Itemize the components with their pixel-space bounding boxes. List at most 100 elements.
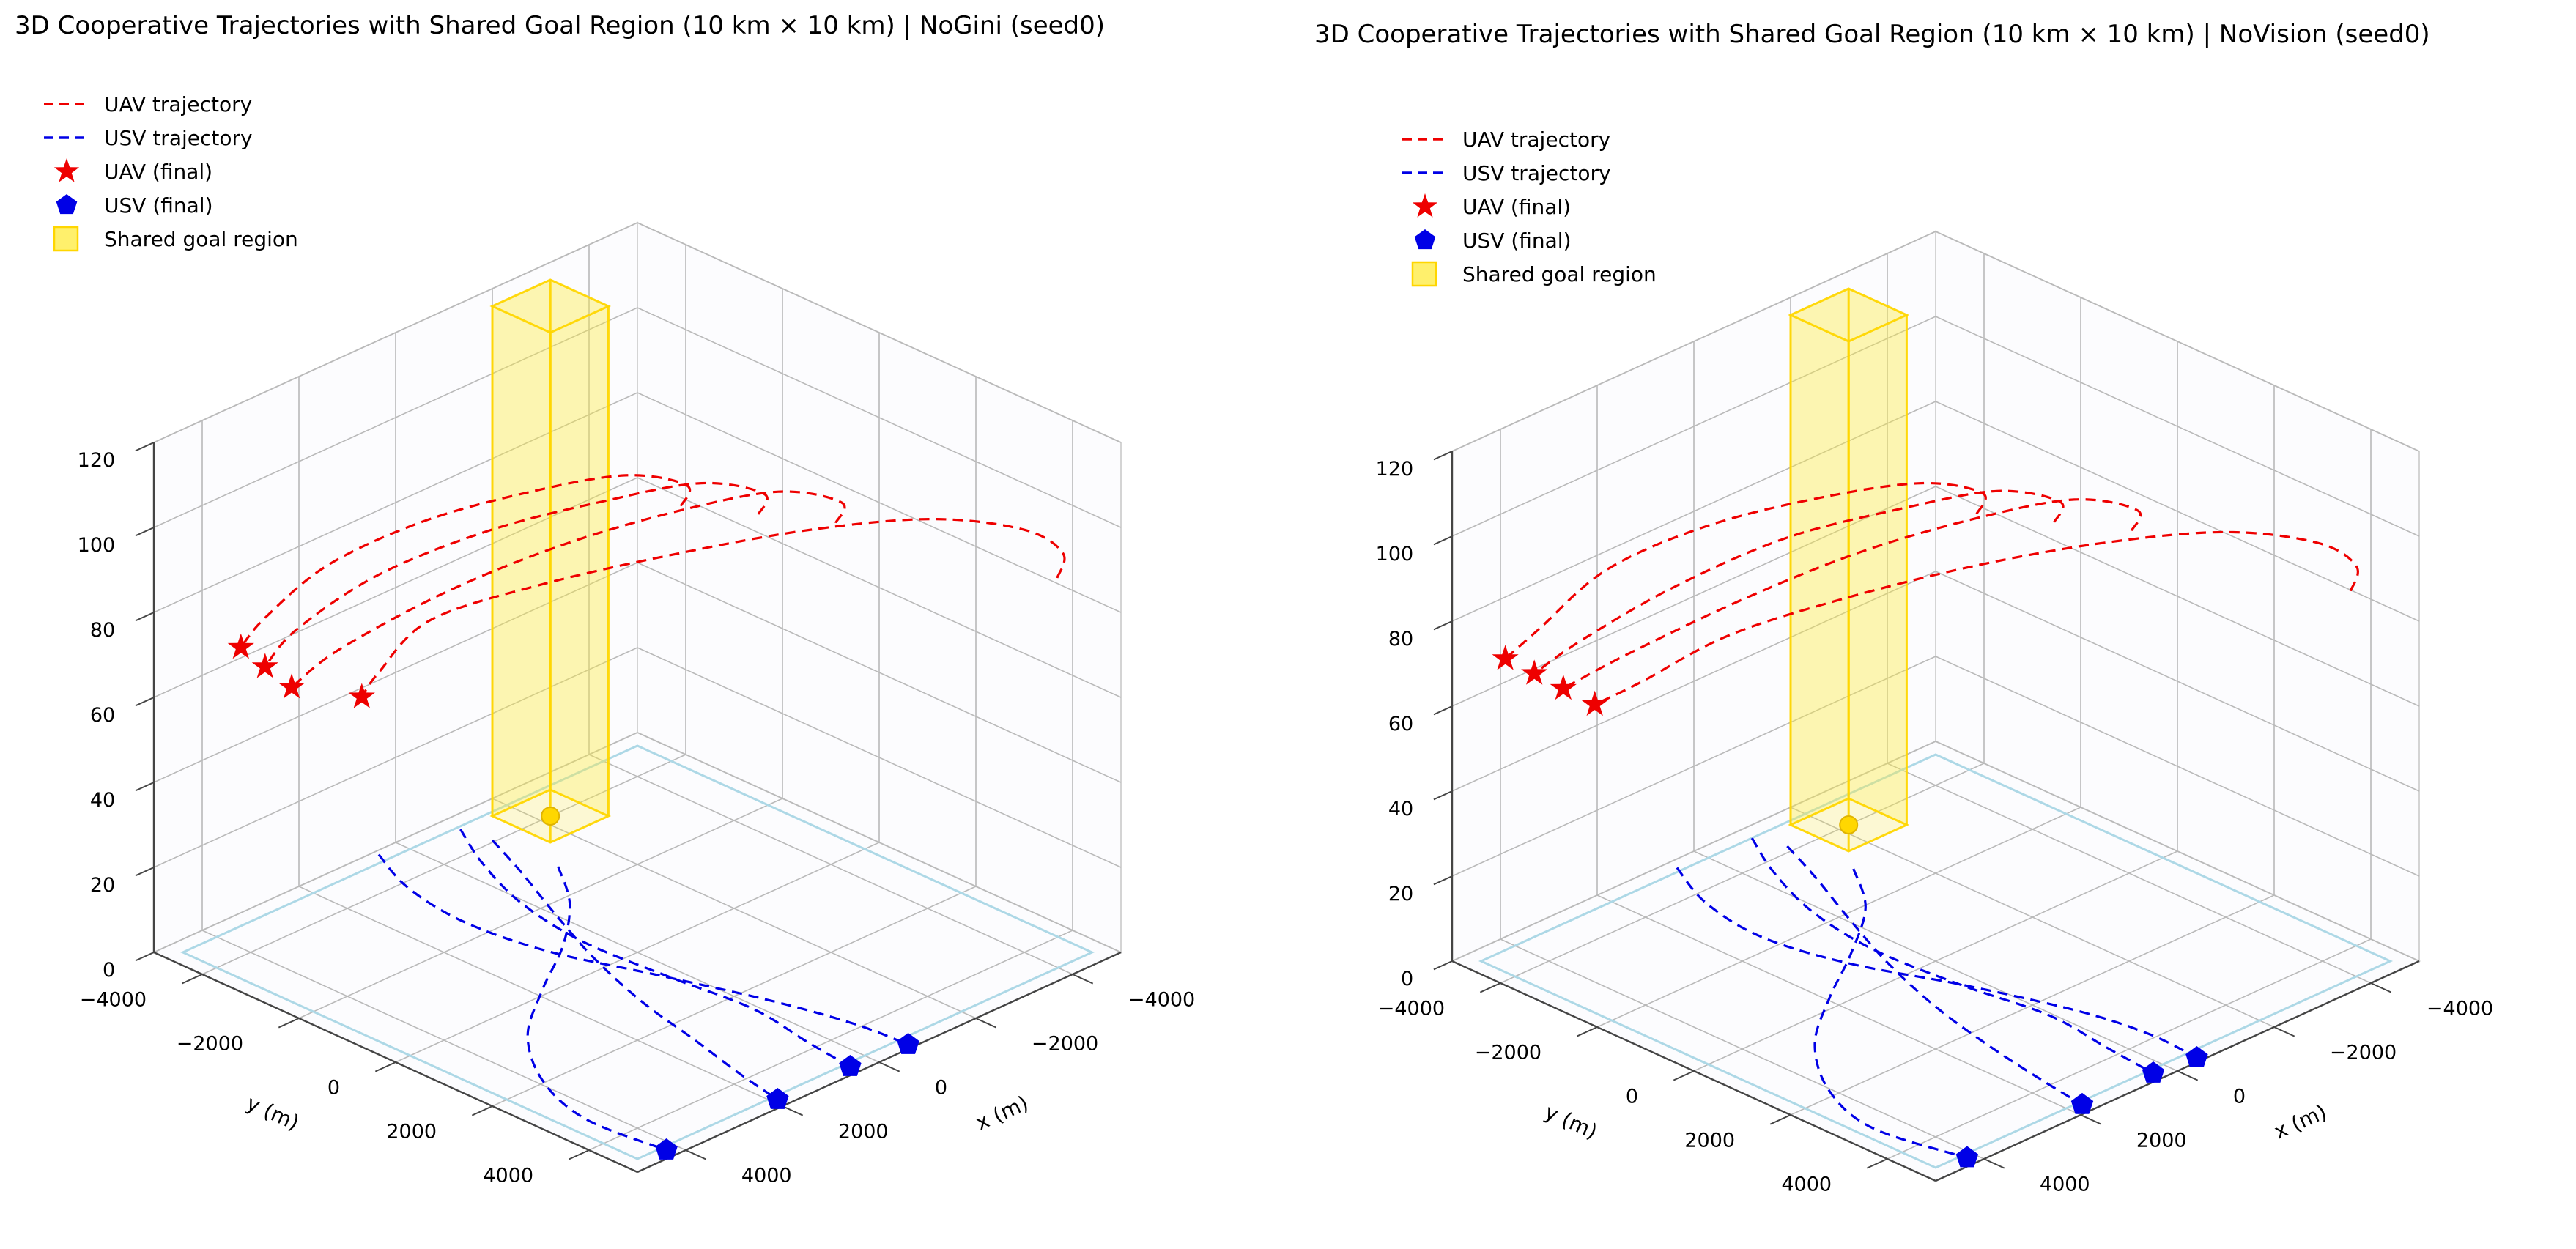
- uav-trajectory-3: [1594, 530, 2359, 706]
- uav-trajectory-3: [360, 517, 1066, 698]
- goal-region: [489, 278, 612, 844]
- uav-trajectory-0: [240, 474, 692, 648]
- legend-item-3: USV (final): [56, 193, 213, 218]
- usv-trajectory-0: [1676, 867, 2198, 1059]
- svg-text:−2000: −2000: [2330, 1042, 2397, 1064]
- usv-trajectories: [1676, 837, 2198, 1160]
- svg-text:2000: 2000: [386, 1121, 437, 1144]
- svg-text:2000: 2000: [2136, 1130, 2187, 1152]
- goal-region-swatch: [1411, 261, 1437, 287]
- uav-final-markers: [227, 633, 375, 708]
- svg-text:0: 0: [103, 959, 115, 982]
- legend: UAV trajectory USV trajectory UAV (final) U…: [1402, 127, 1657, 287]
- usv-trajectory-2: [1786, 845, 2083, 1106]
- uav-star-swatch: [53, 158, 80, 182]
- legend-label: UAV (final): [1462, 195, 1571, 219]
- legend-label: UAV (final): [104, 160, 212, 184]
- svg-text:−2000: −2000: [1032, 1033, 1098, 1056]
- uav-final-marker-2: [1550, 674, 1577, 700]
- svg-text:0: 0: [327, 1077, 340, 1100]
- legend-item-2: UAV (final): [1412, 193, 1571, 219]
- usv-final-marker-2: [2070, 1092, 2094, 1114]
- svg-text:40: 40: [90, 789, 115, 812]
- legend-label: UAV trajectory: [1462, 127, 1610, 152]
- plot-nogini: 3D Cooperative Trajectories with Shared …: [15, 11, 1196, 1187]
- usv-final-marker-0: [2185, 1046, 2208, 1067]
- ground-region: [179, 744, 1095, 1160]
- goal-region-swatch: [53, 226, 79, 252]
- uav-final-marker-0: [1492, 645, 1519, 670]
- usv-final-marker-1: [839, 1055, 862, 1076]
- svg-text:4000: 4000: [2040, 1174, 2090, 1196]
- goal-center-marker: [1839, 815, 1859, 834]
- legend-label: Shared goal region: [1462, 262, 1657, 286]
- usv-final-marker-3: [1955, 1146, 1979, 1168]
- usv-trajectory-3: [1813, 868, 1968, 1160]
- svg-text:0: 0: [1401, 968, 1413, 990]
- svg-text:80: 80: [1388, 628, 1413, 651]
- uav-final-marker-2: [278, 673, 306, 699]
- plot-canvas-nogini: −4000 −2000 0 2000 4000 −4000 −2000 0 2000 4000 0 2…: [44, 92, 1195, 1187]
- svg-text:0: 0: [935, 1077, 947, 1100]
- svg-text:120: 120: [78, 449, 116, 472]
- svg-text:−2000: −2000: [1475, 1042, 1541, 1064]
- svg-text:100: 100: [1376, 543, 1414, 566]
- y-axis-label: y (m): [1541, 1100, 1601, 1144]
- legend-label: USV trajectory: [104, 126, 253, 150]
- usv-pentagon-swatch: [56, 194, 78, 215]
- legend-label: USV trajectory: [1462, 161, 1611, 185]
- uav-final-marker-3: [1581, 690, 1608, 716]
- usv-final-marker-1: [2142, 1061, 2165, 1083]
- legend-label: USV (final): [1462, 229, 1572, 253]
- legend-item-1: USV trajectory: [1402, 161, 1611, 185]
- usv-final-markers: [655, 1033, 919, 1160]
- legend-item-4: Shared goal region: [53, 226, 298, 252]
- panel-title-nogini: 3D Cooperative Trajectories with Shared …: [15, 11, 1105, 40]
- legend-item-1: USV trajectory: [44, 126, 253, 150]
- svg-text:−4000: −4000: [2427, 998, 2493, 1020]
- usv-trajectory-2: [491, 839, 779, 1101]
- uav-final-marker-1: [1521, 659, 1548, 685]
- svg-text:60: 60: [1388, 713, 1413, 735]
- axes: −4000 −2000 0 2000 4000 −4000 −2000 0 2000 4000 0 2…: [1376, 451, 2493, 1196]
- goal-center-marker: [541, 807, 560, 826]
- ground-region: [1478, 753, 2394, 1169]
- legend-item-4: Shared goal region: [1411, 261, 1657, 287]
- uav-trajectory-2: [1563, 498, 2142, 690]
- svg-text:4000: 4000: [1781, 1174, 1832, 1196]
- x-axis-label: x (m): [972, 1091, 1032, 1135]
- usv-trajectory-1: [1750, 837, 2154, 1075]
- uav-final-marker-0: [227, 633, 254, 659]
- usv-trajectories: [377, 829, 909, 1152]
- svg-text:−4000: −4000: [1378, 998, 1445, 1020]
- usv-final-marker-3: [655, 1138, 678, 1160]
- y-axis-label: y (m): [243, 1091, 303, 1135]
- legend-item-2: UAV (final): [53, 158, 212, 184]
- svg-text:100: 100: [78, 534, 116, 557]
- uav-trajectory-0: [1504, 481, 1987, 660]
- svg-text:60: 60: [90, 704, 115, 727]
- uav-trajectories: [1504, 481, 2359, 706]
- legend: UAV trajectory USV trajectory UAV (final) U…: [44, 92, 298, 252]
- svg-text:120: 120: [1376, 458, 1414, 481]
- svg-text:40: 40: [1388, 798, 1413, 820]
- usv-pentagon-swatch: [1414, 229, 1436, 250]
- svg-text:20: 20: [1388, 883, 1413, 905]
- grid-lines: [1451, 231, 2420, 1160]
- uav-trajectories: [240, 474, 1066, 698]
- uav-trajectory-1: [1533, 489, 2065, 675]
- usv-final-marker-2: [766, 1088, 789, 1109]
- uav-final-marker-3: [348, 683, 375, 708]
- axes: −4000 −2000 0 2000 4000 −4000 −2000 0 2000 4000 0 2…: [78, 442, 1195, 1187]
- usv-final-marker-0: [897, 1033, 919, 1054]
- legend-item-0: UAV trajectory: [44, 92, 252, 116]
- svg-text:80: 80: [90, 619, 115, 642]
- goal-region: [1788, 287, 1910, 853]
- usv-trajectory-1: [459, 829, 851, 1068]
- grid-lines: [153, 222, 1122, 1151]
- uav-final-marker-1: [251, 653, 278, 678]
- svg-text:4000: 4000: [483, 1165, 533, 1187]
- panel-title-novision: 3D Cooperative Trajectories with Shared …: [1314, 20, 2430, 49]
- svg-text:2000: 2000: [838, 1121, 889, 1144]
